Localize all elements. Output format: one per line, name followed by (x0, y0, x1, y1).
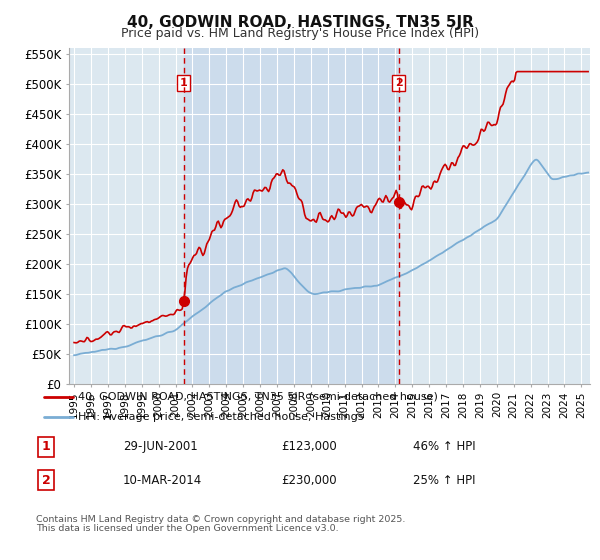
Bar (184, 48, 398, 384)
Text: 10-MAR-2014: 10-MAR-2014 (123, 474, 202, 487)
Text: 46% ↑ HPI: 46% ↑ HPI (413, 440, 476, 453)
Text: 29-JUN-2001: 29-JUN-2001 (123, 440, 197, 453)
Text: £230,000: £230,000 (281, 474, 337, 487)
Text: Contains HM Land Registry data © Crown copyright and database right 2025.: Contains HM Land Registry data © Crown c… (36, 515, 406, 524)
Text: 2: 2 (42, 474, 50, 487)
Text: 2: 2 (395, 78, 403, 88)
Text: 40, GODWIN ROAD, HASTINGS, TN35 5JR: 40, GODWIN ROAD, HASTINGS, TN35 5JR (127, 15, 473, 30)
Text: £123,000: £123,000 (281, 440, 337, 453)
Text: 1: 1 (180, 78, 188, 88)
Text: Price paid vs. HM Land Registry's House Price Index (HPI): Price paid vs. HM Land Registry's House … (121, 27, 479, 40)
Text: 40, GODWIN ROAD, HASTINGS, TN35 5JR (semi-detached house): 40, GODWIN ROAD, HASTINGS, TN35 5JR (sem… (78, 392, 438, 402)
Text: HPI: Average price, semi-detached house, Hastings: HPI: Average price, semi-detached house,… (78, 412, 364, 422)
Text: 1: 1 (42, 440, 50, 453)
Text: This data is licensed under the Open Government Licence v3.0.: This data is licensed under the Open Gov… (36, 524, 338, 533)
Text: 25% ↑ HPI: 25% ↑ HPI (413, 474, 476, 487)
